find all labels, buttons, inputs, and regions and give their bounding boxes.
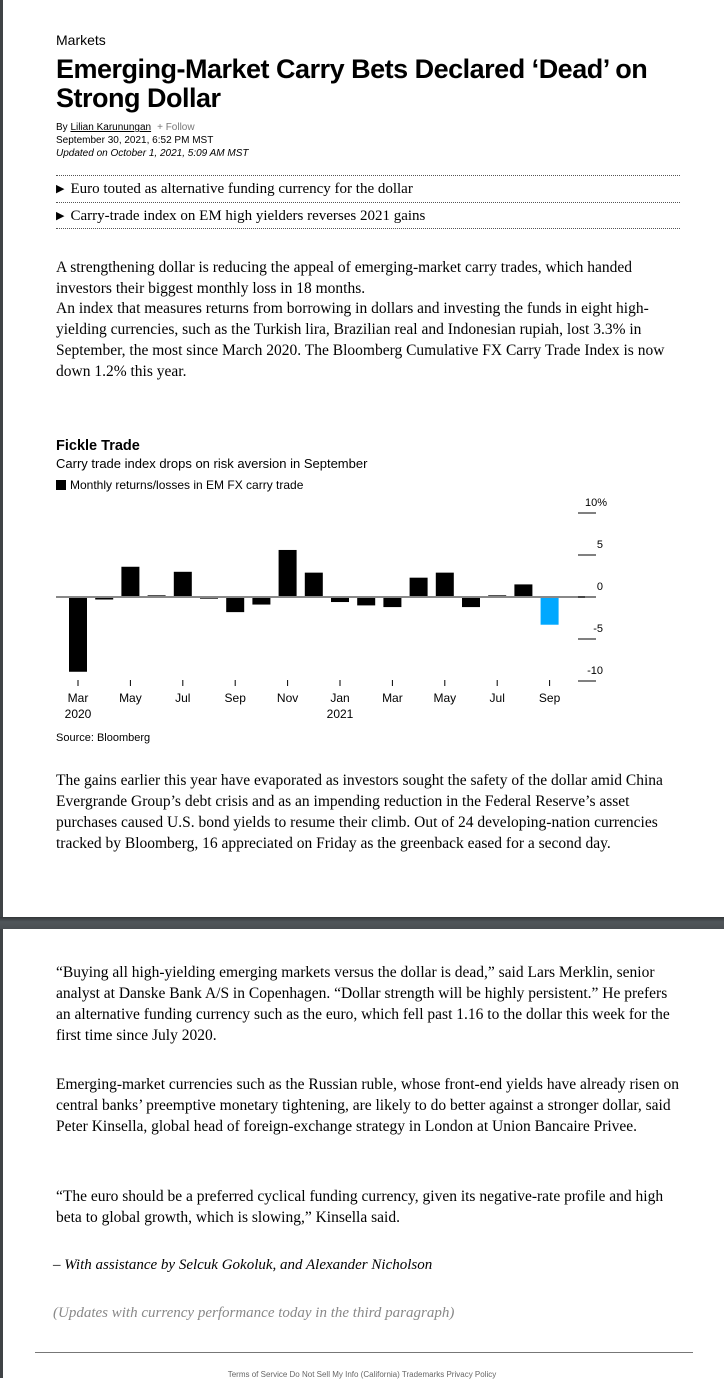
chart-legend: Monthly returns/losses in EM FX carry tr… [56, 478, 303, 492]
author-link[interactable]: Lilian Karunungan [70, 122, 152, 133]
y-tick-label: 10% [585, 497, 607, 509]
by-prefix: By [56, 122, 68, 133]
x-tick-year: 2020 [65, 707, 92, 721]
summary-bullet: ▶ Euro touted as alternative funding curr… [56, 175, 680, 202]
y-tick-label: -10 [587, 665, 603, 677]
bar [409, 577, 428, 597]
bar [121, 566, 140, 597]
bar [278, 549, 297, 597]
bar [69, 597, 87, 672]
legend-swatch [56, 480, 66, 490]
triangle-bullet-icon: ▶ [56, 209, 65, 222]
byline: By Lilian Karunungan + Follow September 3… [56, 121, 249, 160]
update-note: (Updates with currency performance today… [53, 1305, 455, 1321]
bar-chart: 10% 5 0 -5 -10 Mar 2020 May Jul Sep Nov Jan 2021 Mar M… [56, 497, 607, 721]
chart-subtitle: Carry trade index drops on risk aversion… [56, 456, 368, 471]
y-tick-label: -5 [593, 623, 603, 635]
headline: Emerging-Market Carry Bets Declared ‘Dea… [56, 54, 648, 113]
bar [304, 572, 323, 597]
x-tick-label: Jan [330, 691, 349, 705]
footer-divider [35, 1352, 693, 1353]
bar [540, 597, 559, 625]
section-kicker[interactable]: Markets [56, 32, 106, 48]
x-tick-label: Sep [225, 691, 247, 705]
footer-links[interactable]: Terms of Service Do Not Sell My Info (Ca… [227, 1370, 497, 1379]
x-tick-label: Mar [382, 691, 403, 705]
x-tick-year: 2021 [327, 707, 354, 721]
x-tick-label: Jul [490, 691, 505, 705]
summary-bullet: ▶ Carry-trade index on EM high yielders r… [56, 202, 680, 229]
summary-bullets: ▶ Euro touted as alternative funding curr… [56, 175, 680, 229]
bar [357, 597, 376, 606]
paragraph: Emerging-market currencies such as the R… [56, 1076, 679, 1135]
y-tick-label: 0 [597, 581, 603, 593]
bar [252, 597, 271, 605]
paragraph: An index that measures returns from borr… [56, 300, 665, 380]
paragraph: A strengthening dollar is reducing the a… [56, 259, 633, 297]
page-break [0, 917, 724, 929]
triangle-bullet-icon: ▶ [56, 183, 65, 195]
page-1: Markets Emerging-Market Carry Bets Decla… [0, 0, 680, 917]
bar [226, 597, 245, 613]
legend-label: Monthly returns/losses in EM FX carry tr… [70, 478, 304, 492]
bar [383, 597, 402, 608]
x-tick-label: Nov [277, 691, 298, 705]
bar [95, 597, 114, 600]
contributor-credit: – With assistance by Selcuk Gokoluk, and… [53, 1257, 433, 1273]
bar [462, 597, 480, 608]
x-tick-label: Mar [68, 691, 89, 705]
bullet-text: Euro touted as alternative funding curre… [70, 181, 413, 197]
paragraph: “Buying all high-yielding emerging marke… [56, 964, 670, 1044]
paragraph: “The euro should be a preferred cyclical… [56, 1188, 664, 1226]
y-tick-label: 5 [597, 539, 603, 551]
x-tick-label: May [433, 691, 456, 705]
page-2: “Buying all high-yielding emerging marke… [0, 929, 724, 1378]
x-tick-label: Jul [175, 691, 190, 705]
paragraph: The gains earlier this year have evapora… [56, 772, 663, 852]
bullet-text: Carry-trade index on EM high yielders re… [70, 207, 426, 224]
bar [435, 572, 454, 597]
bar [173, 571, 192, 597]
updated-date: Updated on October 1, 2021, 5:09 AM MST [56, 148, 249, 159]
bar [331, 597, 349, 603]
chart-title: Fickle Trade [56, 438, 140, 454]
bar [514, 584, 533, 597]
chart-source: Source: Bloomberg [56, 732, 151, 744]
follow-button[interactable]: + Follow [157, 122, 195, 133]
x-tick-label: Sep [539, 691, 561, 705]
x-tick-label: May [119, 691, 142, 705]
published-date: September 30, 2021, 6:52 PM MST [56, 135, 214, 146]
